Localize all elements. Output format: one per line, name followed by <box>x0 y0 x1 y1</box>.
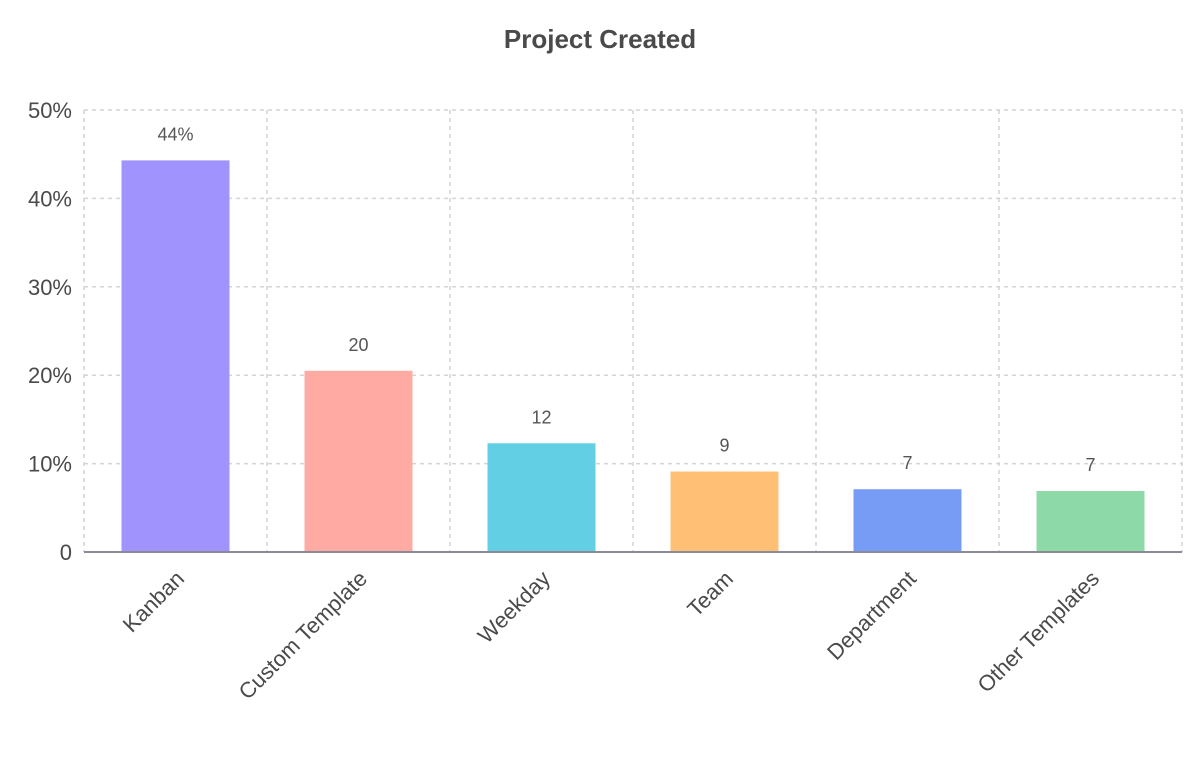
x-tick-label: Custom Template <box>234 566 372 704</box>
data-label: 7 <box>902 453 912 473</box>
bar-team[interactable] <box>670 471 779 552</box>
y-tick-label: 20% <box>28 363 72 388</box>
y-axis: 0 10% 20% 30% 40% 50% <box>28 98 72 565</box>
y-tick-label: 0 <box>60 540 72 565</box>
x-tick-label: Weekday <box>473 566 555 648</box>
data-label: 12 <box>531 407 551 427</box>
grid <box>83 109 1183 552</box>
y-tick-label: 40% <box>28 186 72 211</box>
x-tick-label: Team <box>682 566 738 622</box>
y-tick-label: 30% <box>28 275 72 300</box>
data-label: 44% <box>157 124 193 144</box>
x-tick-label: Kanban <box>118 566 189 637</box>
data-label: 7 <box>1085 455 1095 475</box>
x-tick-label: Other Templates <box>973 566 1105 698</box>
x-tick-label: Department <box>822 566 921 665</box>
y-tick-label: 10% <box>28 452 72 477</box>
data-labels: 44% 20 12 9 7 7 <box>157 124 1095 475</box>
bar-kanban[interactable] <box>121 160 230 552</box>
bar-department[interactable] <box>853 489 962 552</box>
data-label: 9 <box>719 436 729 456</box>
bar-custom-template[interactable] <box>304 370 413 552</box>
x-axis: Kanban Custom Template Weekday Team Departme… <box>84 551 1182 704</box>
chart-title: Project Created <box>503 24 697 54</box>
data-label: 20 <box>348 335 368 355</box>
y-tick-label: 50% <box>28 98 72 123</box>
bar-weekday[interactable] <box>487 443 596 552</box>
bars <box>121 160 1145 552</box>
bar-other-templates[interactable] <box>1036 491 1145 552</box>
